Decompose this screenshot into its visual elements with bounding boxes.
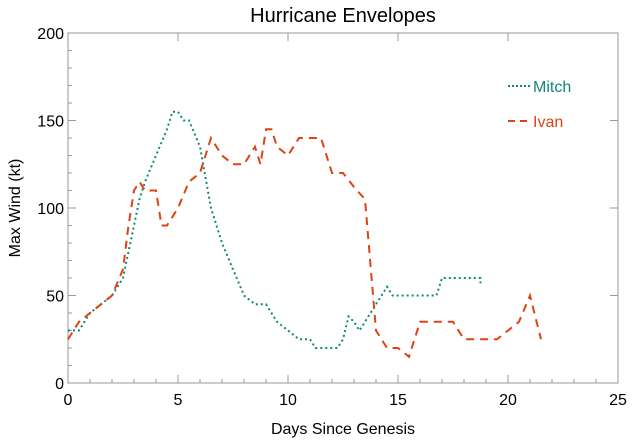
x-tick-label: 0	[64, 392, 73, 409]
y-tick-label: 50	[46, 289, 64, 306]
legend: Mitch Ivan	[508, 79, 571, 131]
x-tick-label: 15	[389, 392, 407, 409]
series-line-mitch	[68, 110, 482, 349]
x-tick-label: 20	[499, 392, 517, 409]
series-line-ivan	[67, 128, 542, 359]
x-tick-label: 10	[279, 392, 297, 409]
y-tick-label: 200	[37, 26, 64, 43]
y-tick-label: 100	[37, 201, 64, 218]
chart-title: Hurricane Envelopes	[250, 5, 436, 27]
y-tick-label: 0	[55, 376, 64, 393]
x-tick-label: 25	[609, 392, 627, 409]
x-axis-label: Days Since Genesis	[271, 421, 415, 438]
x-tick-label: 5	[174, 392, 183, 409]
legend-label-mitch: Mitch	[533, 79, 571, 96]
y-axis-label: Max Wind (kt)	[7, 159, 24, 258]
y-tick-label: 150	[37, 114, 64, 131]
legend-label-ivan: Ivan	[533, 114, 563, 131]
